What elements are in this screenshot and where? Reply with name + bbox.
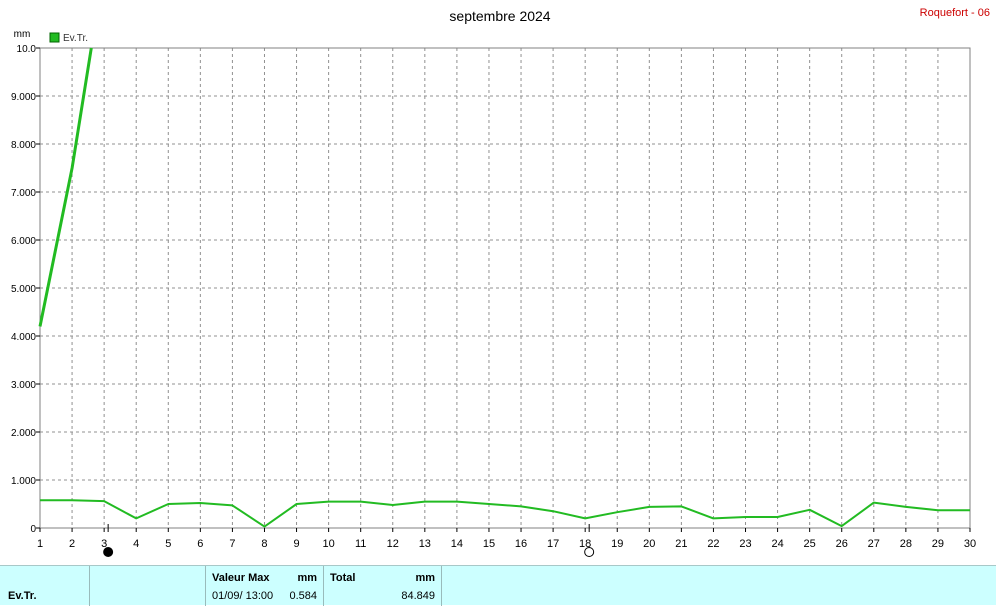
x-axis: 1 2 3 4 5 6 7 8 9 10 11 12 13 14 15 16 17 18 19 20 21 22 23 24 2… [37,528,976,550]
y-tick-label: 0 [30,524,36,535]
x-tick-label: 25 [804,538,816,550]
grid [40,48,970,528]
y-tick-label: 9.000 [11,92,36,103]
x-tick-label: 28 [900,538,912,550]
footer-max-cell: Valeur Max mm 01/09/ 13:00 0.584 [206,566,324,606]
series-line [38,47,93,327]
x-tick-label: 8 [261,538,267,550]
x-tick-label: 15 [483,538,495,550]
y-tick-label: 6.000 [11,236,36,247]
footer-max-unit: mm [297,572,317,584]
x-tick-label: 26 [836,538,848,550]
chart-title: septembre 2024 [449,8,550,24]
new-moon-icon [103,547,114,557]
x-tick-label: 2 [69,538,75,550]
x-tick-label: 29 [932,538,944,550]
x-tick-label: 7 [229,538,235,550]
series-line [40,499,970,528]
x-tick-label: 1 [37,538,43,550]
legend-label: Ev.Tr. [63,33,88,44]
y-tick-label: 4.000 [11,332,36,343]
x-tick-label: 9 [293,538,299,550]
legend: Ev.Tr. [49,32,88,44]
x-tick-label: 16 [515,538,527,550]
x-tick-label: 14 [451,538,463,550]
x-tick-label: 21 [675,538,687,550]
x-tick-label: 5 [165,538,171,550]
series-layer [38,47,970,528]
y-tick-label: 8.000 [11,140,36,151]
x-tick-label: 12 [387,538,399,550]
full-moon-icon [584,547,595,557]
x-tick-label: 18 [579,538,591,550]
chart: septembre 2024 Roquefort - 06 mm Ev.Tr. … [11,7,990,557]
y-tick-label: 5.000 [11,284,36,295]
moon-phase-markers [103,524,595,557]
footer-series-cell: Ev.Tr. [0,566,90,606]
x-tick-label: 22 [707,538,719,550]
y-axis: 0 1.000 2.000 3.000 4.000 5.000 6.000 7.000 8.00… [11,44,40,535]
x-tick-label: 27 [868,538,880,550]
x-tick-label: 19 [611,538,623,550]
footer-spacer-cell [90,566,206,606]
x-tick-label: 20 [643,538,655,550]
footer-total-unit: mm [415,572,435,584]
footer-total-header: Total [330,572,356,584]
station-name: Roquefort - 06 [920,7,990,19]
x-tick-label: 3 [101,538,107,550]
x-tick-label: 17 [547,538,559,550]
footer-max-header: Valeur Max [212,572,270,584]
footer-series-name: Ev.Tr. [8,590,37,602]
x-tick-label: 30 [964,538,976,550]
summary-footer: Ev.Tr. Valeur Max mm 01/09/ 13:00 0.584 … [0,565,996,606]
y-tick-label: 1.000 [11,476,36,487]
x-tick-label: 6 [197,538,203,550]
y-tick-label: 3.000 [11,380,36,391]
footer-max-date: 01/09/ 13:00 [212,590,274,602]
x-tick-label: 4 [133,538,139,550]
x-tick-label: 24 [771,538,783,550]
footer-max-value: 0.584 [289,590,317,602]
y-tick-label: 2.000 [11,428,36,439]
x-tick-label: 23 [739,538,751,550]
x-tick-label: 11 [355,538,366,550]
y-tick-label: 10.0 [17,44,37,55]
legend-swatch [49,32,60,43]
footer-total-cell: Total mm 84.849 [324,566,442,606]
x-tick-label: 10 [322,538,334,550]
x-tick-label: 13 [419,538,431,550]
y-axis-unit: mm [14,29,31,40]
y-tick-label: 7.000 [11,188,36,199]
footer-total-value: 84.849 [401,590,435,602]
